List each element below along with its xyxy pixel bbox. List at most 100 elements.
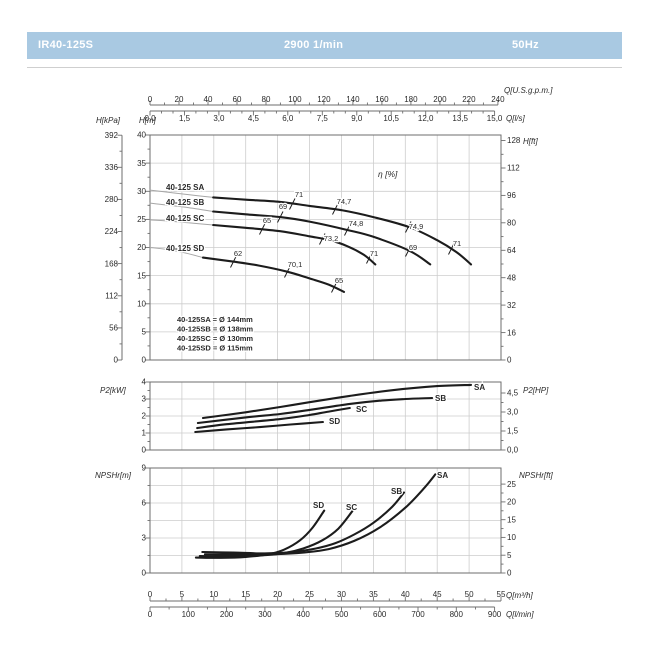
p2-chart: 0 1 2 3 4 P2[kW] 0,0 1,5 3,0 4,5 P2[HP] SA SB SC SD	[100, 378, 549, 455]
svg-text:20: 20	[137, 243, 146, 252]
svg-text:5: 5	[142, 328, 147, 337]
svg-text:SC: SC	[356, 405, 367, 414]
svg-text:20: 20	[507, 498, 516, 507]
svg-text:280: 280	[105, 195, 119, 204]
svg-text:140: 140	[346, 95, 360, 104]
svg-text:800: 800	[450, 610, 464, 619]
svg-text:60: 60	[233, 95, 242, 104]
svg-text:224: 224	[105, 227, 119, 236]
svg-text:1,5: 1,5	[179, 114, 191, 123]
svg-text:0: 0	[114, 356, 119, 365]
svg-text:3: 3	[142, 534, 147, 543]
svg-text:SB: SB	[391, 487, 402, 496]
svg-text:71: 71	[453, 239, 461, 248]
svg-text:9,0: 9,0	[351, 114, 363, 123]
svg-text:25: 25	[137, 215, 146, 224]
pump-speed-label: 2900 1/min	[284, 39, 344, 51]
svg-text:0,0: 0,0	[507, 446, 519, 455]
svg-text:15: 15	[137, 271, 146, 280]
svg-text:3,0: 3,0	[507, 408, 519, 417]
svg-text:69: 69	[409, 243, 417, 252]
svg-text:32: 32	[507, 301, 516, 310]
svg-text:0,0: 0,0	[144, 114, 156, 123]
svg-text:NPSHr[ft]: NPSHr[ft]	[519, 471, 554, 480]
svg-text:η [%]: η [%]	[378, 169, 398, 179]
svg-text:40-125 SD: 40-125 SD	[166, 244, 204, 253]
svg-text:1,5: 1,5	[507, 427, 519, 436]
svg-text:220: 220	[462, 95, 476, 104]
header-bar: IR40-125S 2900 1/min 50Hz	[27, 32, 622, 59]
svg-text:40: 40	[137, 131, 146, 140]
svg-text:65: 65	[263, 216, 271, 225]
svg-text:25: 25	[305, 590, 314, 599]
svg-text:0: 0	[142, 569, 147, 578]
svg-text:48: 48	[507, 273, 516, 282]
svg-text:71: 71	[370, 249, 378, 258]
svg-text:6: 6	[142, 499, 147, 508]
svg-text:NPSHr[m]: NPSHr[m]	[95, 471, 132, 480]
svg-text:70,1: 70,1	[288, 260, 303, 269]
svg-text:50: 50	[465, 590, 474, 599]
svg-text:Q[U.S.g.p.m.]: Q[U.S.g.p.m.]	[504, 86, 553, 95]
svg-text:45: 45	[433, 590, 442, 599]
svg-text:15: 15	[241, 590, 250, 599]
svg-text:600: 600	[373, 610, 387, 619]
svg-text:100: 100	[288, 95, 302, 104]
svg-text:3: 3	[142, 395, 147, 404]
svg-text:240: 240	[491, 95, 505, 104]
svg-text:160: 160	[375, 95, 389, 104]
svg-text:40-125 SA: 40-125 SA	[166, 183, 204, 192]
npshr-chart: 0 5 10 15 20 25 30 35 40 45 50 55 Q[m³/h]0 100 200 300 4…	[95, 464, 554, 619]
svg-text:SA: SA	[474, 383, 485, 392]
svg-text:900: 900	[488, 610, 502, 619]
svg-text:100: 100	[182, 610, 196, 619]
svg-text:40-125SD = Ø 115mm: 40-125SD = Ø 115mm	[177, 344, 253, 353]
svg-text:P2[kW]: P2[kW]	[100, 386, 127, 395]
svg-text:35: 35	[369, 590, 378, 599]
svg-text:392: 392	[105, 131, 119, 140]
svg-text:112: 112	[105, 292, 118, 301]
svg-text:4,5: 4,5	[507, 389, 519, 398]
svg-text:71: 71	[295, 190, 303, 199]
svg-text:6,0: 6,0	[282, 114, 294, 123]
svg-text:Q[l/min]: Q[l/min]	[506, 610, 534, 619]
svg-text:10: 10	[507, 533, 516, 542]
svg-text:5: 5	[507, 551, 512, 560]
svg-text:80: 80	[507, 219, 516, 228]
header-divider	[27, 67, 622, 68]
svg-text:0: 0	[148, 610, 153, 619]
svg-text:40: 40	[204, 95, 213, 104]
svg-text:65: 65	[335, 276, 343, 285]
svg-text:1: 1	[142, 429, 147, 438]
svg-text:15: 15	[507, 515, 516, 524]
svg-text:30: 30	[137, 187, 146, 196]
svg-text:168: 168	[105, 259, 119, 268]
svg-text:2: 2	[142, 412, 147, 421]
svg-text:96: 96	[507, 191, 516, 200]
svg-text:SA: SA	[437, 471, 448, 480]
svg-text:13,5: 13,5	[452, 114, 468, 123]
svg-text:10: 10	[137, 300, 146, 309]
svg-text:Q[m³/h]: Q[m³/h]	[506, 591, 533, 600]
svg-text:80: 80	[262, 95, 271, 104]
svg-text:200: 200	[433, 95, 447, 104]
svg-text:20: 20	[175, 95, 184, 104]
svg-text:400: 400	[297, 610, 311, 619]
svg-text:40-125 SB: 40-125 SB	[166, 198, 204, 207]
svg-text:40-125SC = Ø 130mm: 40-125SC = Ø 130mm	[177, 334, 253, 343]
svg-text:H[kPa]: H[kPa]	[96, 116, 121, 125]
pump-model-label: IR40-125S	[38, 39, 94, 51]
svg-text:25: 25	[507, 480, 516, 489]
svg-text:180: 180	[404, 95, 418, 104]
svg-text:30: 30	[337, 590, 346, 599]
svg-text:35: 35	[137, 159, 146, 168]
svg-text:0: 0	[142, 446, 147, 455]
svg-text:7,5: 7,5	[317, 114, 329, 123]
svg-text:SD: SD	[313, 501, 324, 510]
svg-text:SC: SC	[346, 503, 357, 512]
svg-text:74,7: 74,7	[337, 197, 352, 206]
svg-text:700: 700	[411, 610, 425, 619]
svg-text:9: 9	[142, 464, 147, 473]
svg-text:40-125SA = Ø 144mm: 40-125SA = Ø 144mm	[177, 315, 253, 324]
